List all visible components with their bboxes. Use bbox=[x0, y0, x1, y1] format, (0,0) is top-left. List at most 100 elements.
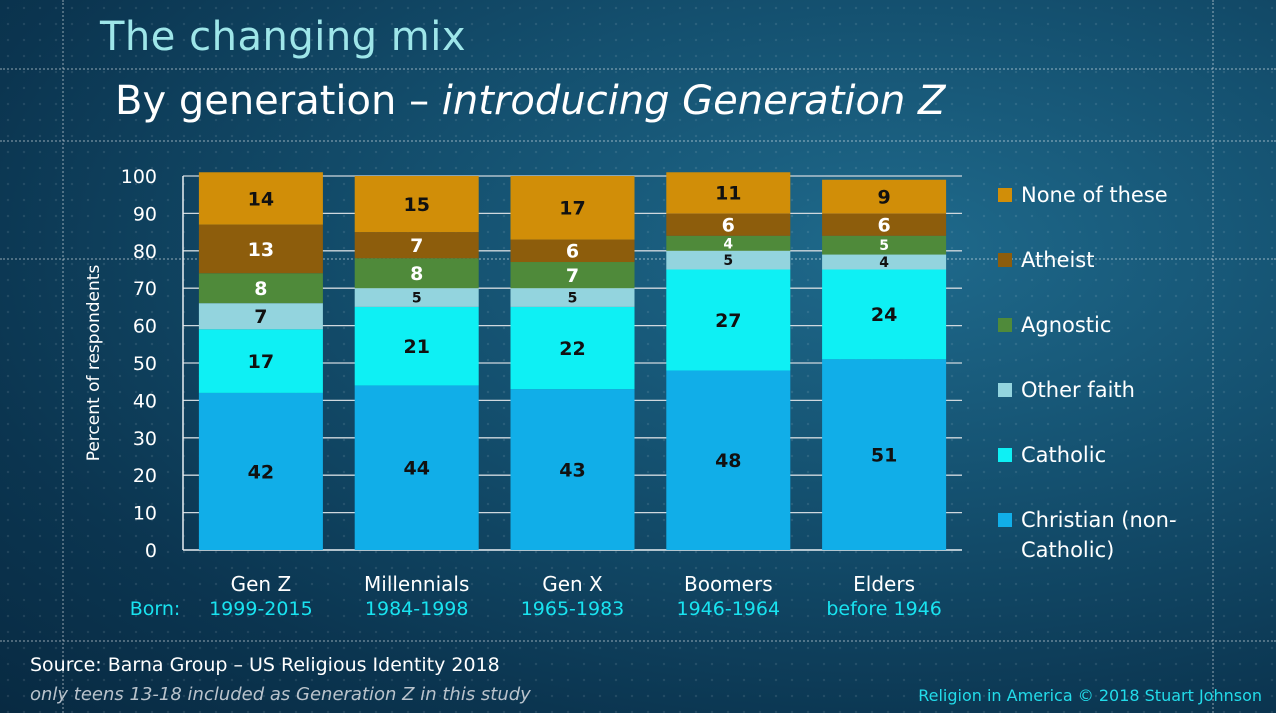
legend-label: Agnostic bbox=[1021, 313, 1112, 337]
y-axis-label: Percent of respondents bbox=[84, 265, 104, 462]
bar-segment bbox=[510, 239, 635, 263]
data-label: 43 bbox=[559, 459, 585, 481]
bar-segment bbox=[354, 306, 479, 386]
study-note: only teens 13-18 included as Generation … bbox=[30, 684, 531, 705]
data-label: 22 bbox=[559, 338, 585, 360]
legend-label: Other faith bbox=[1021, 378, 1135, 402]
background-dotted-rule bbox=[0, 258, 1276, 260]
legend-swatch bbox=[998, 318, 1012, 332]
data-label: 48 bbox=[715, 450, 741, 472]
y-tick-label: 10 bbox=[133, 503, 157, 525]
data-label: 17 bbox=[559, 198, 585, 220]
x-category-label: Boomers bbox=[683, 572, 773, 596]
bar-segment bbox=[354, 288, 479, 307]
bar-segment bbox=[198, 329, 323, 393]
data-label: 15 bbox=[403, 194, 429, 216]
data-label: 44 bbox=[403, 458, 429, 480]
x-category-label: Gen X bbox=[542, 572, 603, 596]
bar-segment bbox=[354, 258, 479, 289]
background-dotted-rule bbox=[1212, 0, 1214, 713]
bar-segment bbox=[666, 172, 791, 214]
y-tick-label: 80 bbox=[133, 241, 157, 263]
data-label: 17 bbox=[248, 351, 274, 373]
bar-segment bbox=[666, 250, 791, 270]
bar-segment bbox=[666, 213, 791, 236]
y-tick-label: 100 bbox=[121, 166, 157, 188]
data-label: 6 bbox=[722, 214, 735, 236]
bar-segment bbox=[510, 288, 635, 307]
legend-swatch bbox=[998, 513, 1012, 527]
x-category-label: Gen Z bbox=[230, 572, 292, 596]
data-label: 8 bbox=[410, 263, 423, 285]
page-title: The changing mix bbox=[100, 14, 467, 60]
bar-segment bbox=[822, 179, 947, 214]
legend-label: None of these bbox=[1021, 183, 1168, 207]
data-label: 11 bbox=[715, 183, 741, 205]
y-tick-label: 70 bbox=[133, 278, 157, 300]
credit-line: Religion in America © 2018 Stuart Johnso… bbox=[918, 686, 1262, 705]
legend-item: None of these bbox=[998, 180, 1201, 210]
data-label: 6 bbox=[877, 214, 890, 236]
source-note: Source: Barna Group – US Religious Ident… bbox=[30, 654, 500, 676]
data-label: 4 bbox=[723, 236, 733, 252]
y-tick-label: 0 bbox=[145, 540, 157, 562]
y-tick-label: 90 bbox=[133, 203, 157, 225]
y-tick-label: 60 bbox=[133, 316, 157, 338]
data-label: 13 bbox=[248, 239, 274, 261]
y-tick-label: 40 bbox=[133, 390, 157, 412]
legend-item: Other faith bbox=[998, 375, 1201, 405]
subtitle-prefix: By generation – bbox=[115, 78, 442, 124]
bar-segment bbox=[510, 262, 635, 289]
bar-segment bbox=[354, 176, 479, 233]
data-label: 51 bbox=[871, 444, 897, 466]
x-born-range: before 1946 bbox=[826, 598, 942, 620]
background-dotted-rule bbox=[0, 140, 1276, 142]
subtitle-emphasis: introducing Generation Z bbox=[441, 78, 946, 124]
background-dotted-rule bbox=[62, 0, 64, 713]
data-label: 5 bbox=[412, 291, 422, 307]
bar-segment bbox=[198, 224, 323, 274]
legend-label: Atheist bbox=[1021, 248, 1095, 272]
bar-segment bbox=[666, 370, 791, 550]
data-label: 14 bbox=[248, 188, 274, 210]
bar-segment bbox=[354, 232, 479, 259]
data-label: 7 bbox=[566, 265, 579, 287]
data-label: 9 bbox=[877, 186, 890, 208]
legend-swatch bbox=[998, 448, 1012, 462]
data-label: 42 bbox=[248, 461, 274, 483]
bar-segment bbox=[198, 273, 323, 304]
data-label: 4 bbox=[879, 255, 889, 271]
legend-item: Catholic bbox=[998, 440, 1201, 470]
legend-item: Agnostic bbox=[998, 310, 1201, 340]
data-label: 21 bbox=[403, 336, 429, 358]
bar-segment bbox=[510, 306, 635, 390]
bar-segment bbox=[822, 269, 947, 360]
data-label: 27 bbox=[715, 310, 741, 332]
legend-label: Catholic bbox=[1021, 443, 1107, 467]
bar-segment bbox=[198, 172, 323, 225]
data-label: 5 bbox=[568, 291, 578, 307]
x-born-range: 1946-1964 bbox=[676, 598, 781, 620]
x-category-label: Millennials bbox=[364, 572, 470, 596]
legend-item: Atheist bbox=[998, 245, 1201, 275]
bar-segment bbox=[666, 235, 791, 251]
legend-label: Christian (non-Catholic) bbox=[1021, 508, 1177, 562]
bar-segment bbox=[198, 303, 323, 330]
data-label: 5 bbox=[879, 238, 889, 254]
data-label: 6 bbox=[566, 241, 579, 263]
legend-item: Christian (non-Catholic) bbox=[998, 505, 1201, 565]
bar-segment bbox=[354, 385, 479, 550]
data-label: 8 bbox=[254, 278, 267, 300]
legend-swatch bbox=[998, 188, 1012, 202]
bar-segment bbox=[822, 359, 947, 550]
born-prefix: Born: bbox=[129, 598, 181, 620]
x-born-range: 1984-1998 bbox=[364, 598, 469, 620]
bar-segment bbox=[822, 254, 947, 270]
bar-segment bbox=[822, 213, 947, 236]
data-label: 7 bbox=[410, 235, 423, 257]
bar-segment bbox=[198, 392, 323, 550]
bar-segment bbox=[510, 389, 635, 550]
legend-swatch bbox=[998, 383, 1012, 397]
bar-segment bbox=[822, 235, 947, 255]
